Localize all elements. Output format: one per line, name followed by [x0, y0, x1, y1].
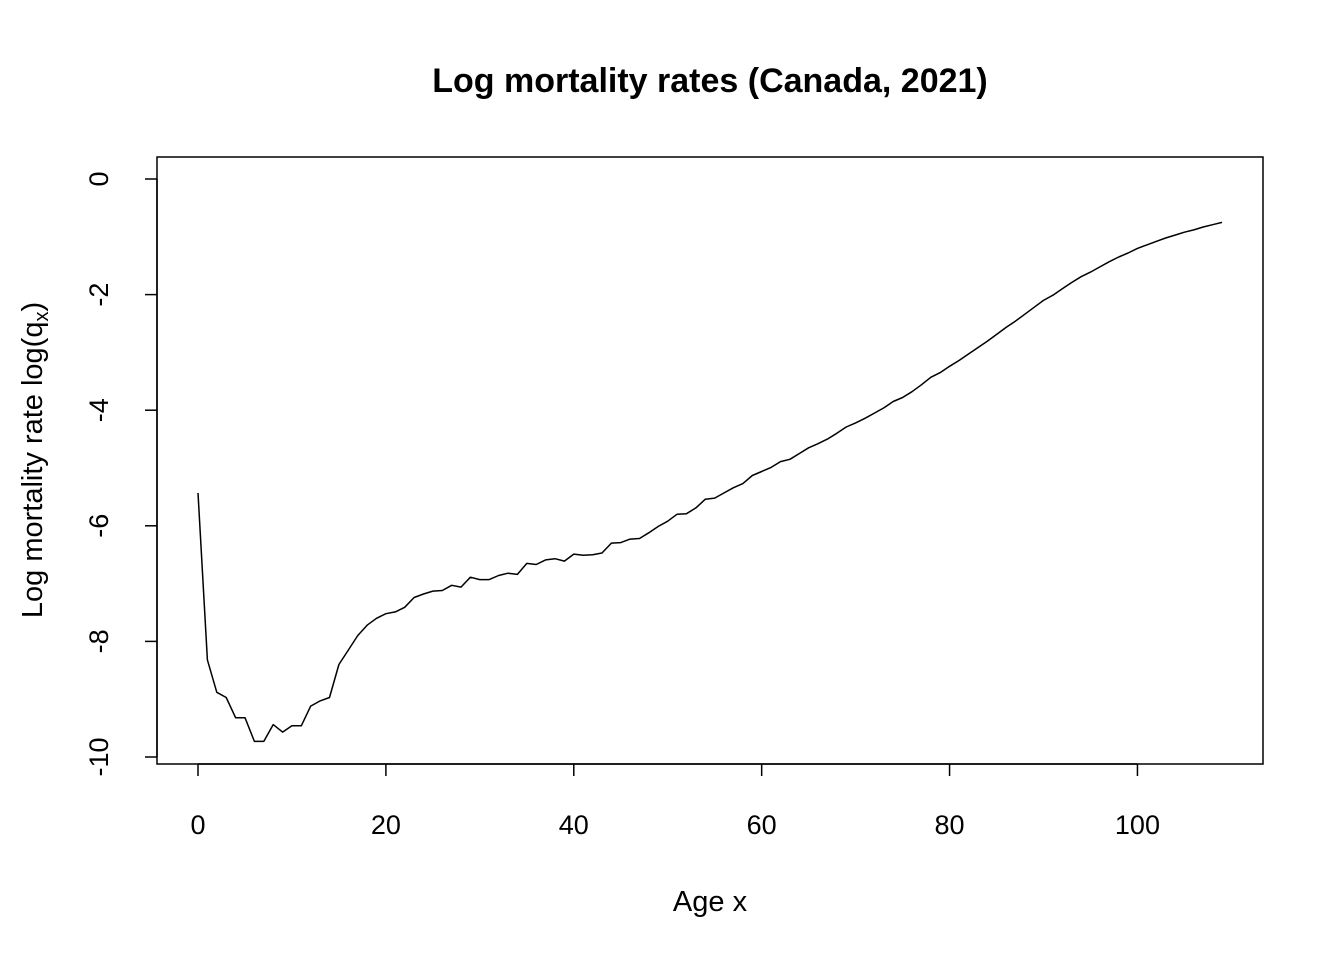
x-tick-label: 20: [371, 810, 401, 840]
y-axis-label: Log mortality rate log(qx): [17, 302, 53, 618]
x-tick-label: 100: [1115, 810, 1160, 840]
y-axis-label-subscript: x: [31, 312, 53, 322]
y-axis: -10 -8 -6 -4 -2 0: [84, 171, 158, 777]
y-tick-label: -6: [84, 514, 114, 538]
y-tick-label: -4: [84, 398, 114, 422]
x-axis-label: Age x: [673, 886, 748, 918]
y-tick-label: 0: [84, 171, 114, 186]
series-layer: [197, 221, 1223, 743]
y-tick-label: -10: [84, 737, 114, 776]
series-line: [197, 221, 1223, 743]
y-axis-label-close: ): [17, 302, 49, 312]
x-tick-label: 80: [935, 810, 965, 840]
x-tick-label: 60: [747, 810, 777, 840]
y-tick-label: -2: [84, 283, 114, 307]
y-axis-label-main: Log mortality rate log(q: [17, 322, 49, 619]
x-tick-label: 40: [559, 810, 589, 840]
x-axis: 0 20 40 60 80 100: [190, 763, 1160, 840]
plot-frame: [156, 156, 1264, 765]
chart-title: Log mortality rates (Canada, 2021): [432, 62, 988, 100]
x-tick-label: 0: [190, 810, 205, 840]
y-tick-label: -8: [84, 629, 114, 653]
